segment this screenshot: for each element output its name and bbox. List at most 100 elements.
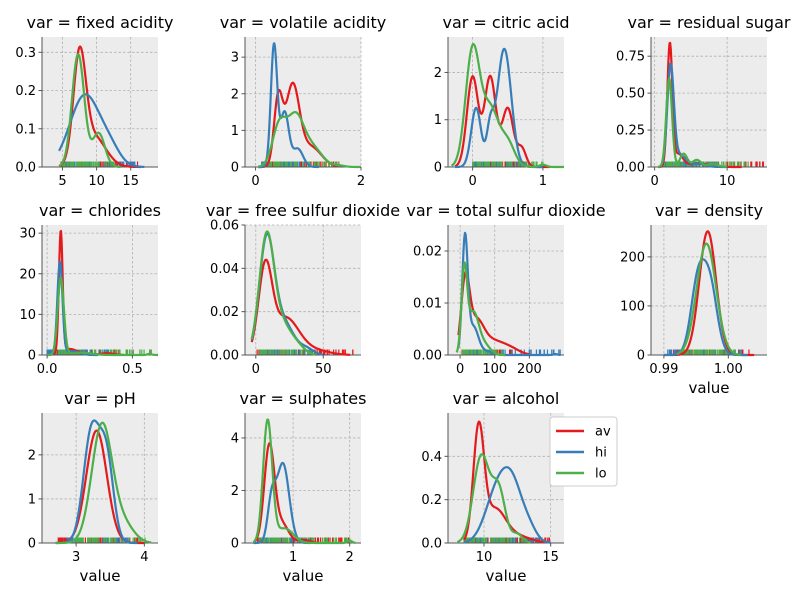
- x-tick-label: 1.00: [714, 362, 743, 377]
- facet-panel: 0.00 0.02 0.04 0.06 0 50 var = free sulfur dio…: [206, 201, 400, 377]
- x-tick-label: 0.0: [37, 362, 58, 377]
- y-tick-label: 10: [19, 308, 36, 323]
- facet-title: var = pH: [64, 389, 136, 408]
- plot-area: [42, 413, 158, 543]
- kde-line-lo: [250, 230, 318, 356]
- y-tick-label: 20: [19, 267, 36, 282]
- y-tick-label: 0.25: [616, 124, 645, 139]
- legend-label-av: av: [595, 425, 611, 440]
- facet-title: var = citric acid: [442, 13, 569, 32]
- x-tick-label: 0: [252, 362, 260, 377]
- x-tick-label: 10: [719, 174, 736, 189]
- y-tick-label: 0.4: [421, 450, 442, 465]
- x-tick-label: 4: [140, 550, 148, 565]
- y-tick-label: 100: [620, 299, 645, 314]
- kde-line-av: [457, 270, 530, 356]
- legend: av hi lo: [549, 416, 618, 487]
- y-tick-label: 0.00: [210, 349, 239, 364]
- legend-label-hi: hi: [595, 446, 607, 461]
- facet-title: var = volatile acidity: [220, 13, 386, 32]
- x-axis-label: value: [283, 567, 324, 585]
- kde-line-lo: [58, 53, 122, 169]
- y-tick-label: 0.0: [421, 537, 442, 552]
- facet-title: var = fixed acidity: [27, 13, 174, 32]
- y-tick-label: 0: [28, 349, 36, 364]
- x-tick-label: 0: [650, 174, 658, 189]
- kde-line-lo: [257, 110, 362, 169]
- y-tick-label: 0.50: [616, 87, 645, 102]
- kde-line-lo: [55, 421, 152, 545]
- y-tick-label: 2: [434, 66, 442, 81]
- y-tick-label: 0.75: [616, 50, 645, 65]
- facet-title: var = residual sugar: [628, 13, 791, 32]
- x-tick-label: 0: [251, 174, 259, 189]
- y-tick-label: 0.0: [15, 161, 36, 176]
- x-axis-label: value: [689, 379, 730, 397]
- kde-line-lo: [252, 418, 356, 545]
- y-tick-label: 30: [19, 227, 36, 242]
- facet-panel: 0.0 0.2 0.4 10 15 var = alcohol value: [421, 389, 564, 585]
- kde-line-hi: [657, 62, 728, 169]
- y-tick-label: 0.3: [15, 46, 36, 61]
- y-tick-label: 0: [231, 161, 239, 176]
- x-tick-label: 0: [456, 362, 464, 377]
- facet-panel: 0 1 2 0 1 var = citric acid: [434, 13, 570, 189]
- kde-line-lo: [455, 261, 506, 357]
- facet-title: var = total sulfur dioxide: [406, 201, 605, 220]
- y-tick-label: 0: [231, 537, 239, 552]
- x-tick-label: 50: [315, 362, 332, 377]
- y-tick-label: 1: [28, 492, 36, 507]
- kde-line-lo: [676, 242, 742, 356]
- facet-title: var = free sulfur dioxide: [206, 201, 400, 220]
- y-tick-label: 0.2: [421, 493, 442, 508]
- facet-title: var = chlorides: [39, 201, 161, 220]
- y-tick-label: 0.04: [210, 262, 239, 277]
- y-tick-label: 0: [28, 537, 36, 552]
- kde-line-hi: [58, 93, 145, 169]
- plot-area: [448, 413, 564, 543]
- x-tick-label: 5: [58, 174, 66, 189]
- x-tick-label: 0.5: [122, 362, 143, 377]
- facet-panel: 0 10 20 30 0.0 0.5 var = chlorides: [19, 201, 161, 377]
- facet-title: var = alcohol: [453, 389, 560, 408]
- x-tick-label: 1: [539, 174, 547, 189]
- y-tick-label: 0.00: [413, 349, 442, 364]
- y-tick-label: 0.2: [15, 84, 36, 99]
- y-tick-label: 0.00: [616, 161, 645, 176]
- facet-title: var = sulphates: [240, 389, 367, 408]
- y-tick-label: 0.02: [210, 305, 239, 320]
- y-tick-label: 200: [620, 250, 645, 265]
- y-tick-label: 1: [434, 113, 442, 128]
- facet-panel: 0 100 200 0.99 1.00 var = density value: [620, 201, 767, 397]
- x-tick-label: 200: [517, 362, 542, 377]
- y-tick-label: 0.06: [210, 219, 239, 234]
- kde-line-hi: [257, 42, 320, 169]
- kde-line-lo: [657, 77, 728, 169]
- y-tick-label: 1: [231, 124, 239, 139]
- facet-panel: 0.0 0.1 0.2 0.3 5 10 15 var = fixed acidity: [15, 13, 173, 189]
- y-tick-label: 2: [28, 448, 36, 463]
- facet-panel: 0.00 0.25 0.50 0.75 0 10 var = residual sugar: [616, 13, 791, 189]
- kde-line-av: [463, 420, 545, 544]
- y-tick-label: 2: [231, 484, 239, 499]
- kde-line-hi: [463, 466, 552, 544]
- x-axis-label: value: [486, 567, 527, 585]
- y-tick-label: 4: [231, 431, 239, 446]
- x-tick-label: 3: [72, 550, 80, 565]
- x-axis-label: value: [80, 567, 121, 585]
- kde-line-hi: [457, 231, 561, 357]
- y-tick-label: 0.02: [413, 245, 442, 260]
- kde-line-lo: [46, 276, 159, 357]
- plot-area: [245, 37, 361, 167]
- x-tick-label: 2: [346, 550, 354, 565]
- y-tick-label: 0.1: [15, 122, 36, 137]
- legend-label-lo: lo: [595, 467, 607, 482]
- x-tick-label: 0.99: [649, 362, 678, 377]
- x-tick-label: 15: [542, 550, 559, 565]
- x-tick-label: 1: [289, 550, 297, 565]
- x-tick-label: 2: [357, 174, 365, 189]
- y-tick-label: 0: [434, 161, 442, 176]
- y-tick-label: 0: [637, 349, 645, 364]
- facet-panel: 0.00 0.01 0.02 0 100 200 var = total sulfur di…: [406, 201, 605, 377]
